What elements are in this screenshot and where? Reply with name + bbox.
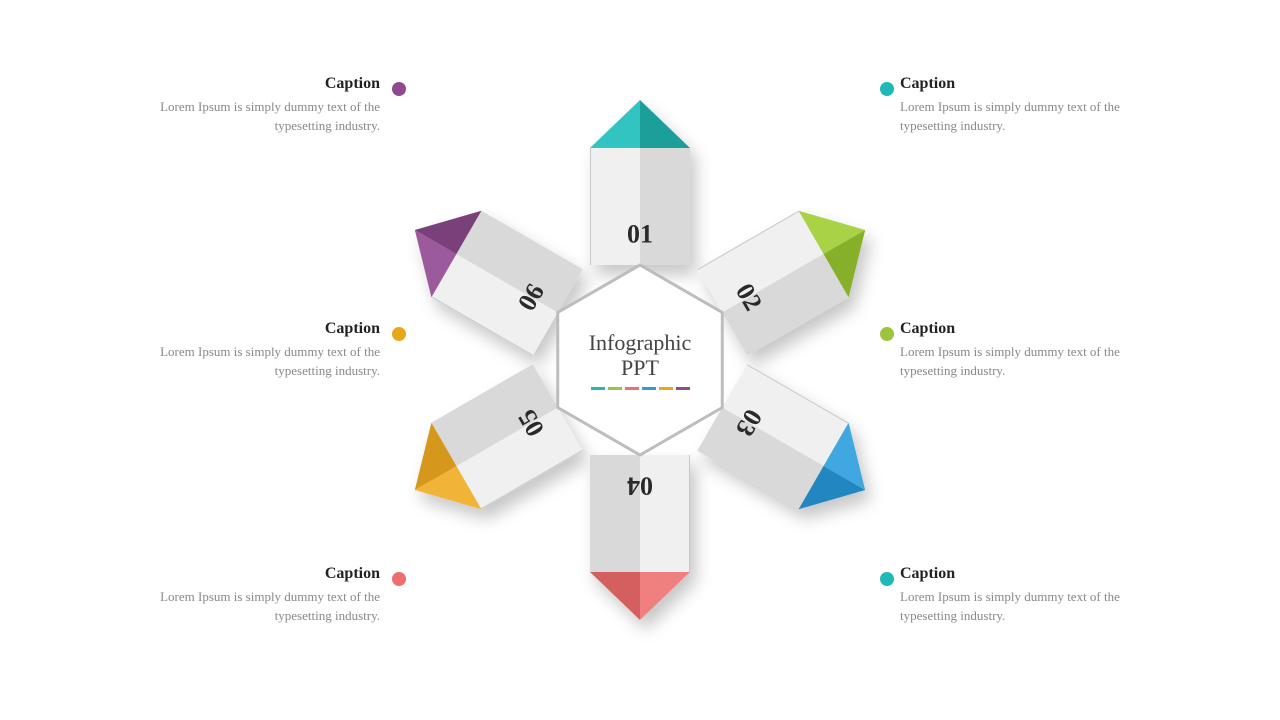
caption-title: Caption xyxy=(110,320,380,338)
caption-title: Caption xyxy=(900,320,1170,338)
infographic-canvas: 010203040506 Infographic PPT CaptionLore… xyxy=(0,0,1280,720)
caption-block: Caption Lorem Ipsum is simply dummy text … xyxy=(900,565,1170,626)
caption-dot xyxy=(392,327,406,341)
center-line1: Infographic xyxy=(575,330,705,355)
caption-dot xyxy=(880,327,894,341)
caption-body: Lorem Ipsum is simply dummy text of the … xyxy=(110,588,380,626)
caption-body: Lorem Ipsum is simply dummy text of the … xyxy=(900,98,1170,136)
caption-dot xyxy=(392,572,406,586)
caption-body: Lorem Ipsum is simply dummy text of the … xyxy=(110,343,380,381)
caption-title: Caption xyxy=(900,75,1170,93)
svg-text:04: 04 xyxy=(627,471,653,500)
caption-body: Lorem Ipsum is simply dummy text of the … xyxy=(900,343,1170,381)
caption-dot xyxy=(880,572,894,586)
underline-accent xyxy=(575,387,705,390)
caption-body: Lorem Ipsum is simply dummy text of the … xyxy=(110,98,380,136)
center-line2: PPT xyxy=(575,355,705,380)
caption-dot xyxy=(392,82,406,96)
svg-text:01: 01 xyxy=(627,220,653,249)
caption-title: Caption xyxy=(110,75,380,93)
caption-body: Lorem Ipsum is simply dummy text of the … xyxy=(900,588,1170,626)
center-title: Infographic PPT xyxy=(575,330,705,390)
caption-title: Caption xyxy=(110,565,380,583)
caption-block: Caption Lorem Ipsum is simply dummy text … xyxy=(900,320,1170,381)
caption-title: Caption xyxy=(900,565,1170,583)
caption-block: Caption Lorem Ipsum is simply dummy text … xyxy=(900,75,1170,136)
caption-block: Caption Lorem Ipsum is simply dummy text … xyxy=(110,565,380,626)
caption-dot xyxy=(880,82,894,96)
caption-block: Caption Lorem Ipsum is simply dummy text … xyxy=(110,75,380,136)
caption-block: Caption Lorem Ipsum is simply dummy text … xyxy=(110,320,380,381)
